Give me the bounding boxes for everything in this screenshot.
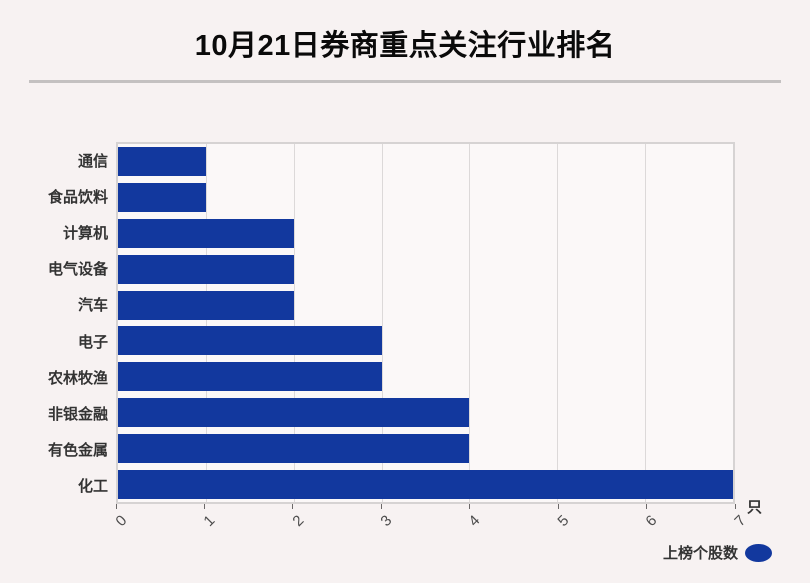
x-tick-mark — [734, 504, 736, 509]
bar-化工 — [118, 469, 733, 499]
y-axis-label-有色金属: 有色金属 — [47, 442, 108, 460]
x-tick-mark — [646, 504, 648, 509]
chart-title: 10月21日券商重点关注行业排名 — [194, 30, 616, 62]
x-tick-mark — [469, 504, 471, 509]
bar-row — [118, 251, 733, 287]
bar-row — [118, 287, 733, 323]
bar-row — [118, 180, 733, 216]
bar-row — [118, 323, 733, 359]
legend: 上榜个股数 — [663, 542, 773, 563]
x-tick-mark — [203, 504, 205, 509]
x-tick-label: 1 — [200, 512, 219, 530]
y-axis-label-通信: 通信 — [77, 152, 108, 170]
bar-row — [118, 430, 733, 466]
bar-通信 — [118, 147, 206, 177]
x-tick-mark — [115, 504, 117, 509]
bar-汽车 — [118, 290, 294, 320]
bar-row — [118, 216, 733, 252]
x-tick-mark — [380, 504, 382, 509]
bar-非银金融 — [118, 397, 470, 427]
x-axis-unit-label: 只 — [747, 499, 763, 516]
legend-label: 上榜个股数 — [663, 545, 739, 562]
y-axis-labels: 通信食品饮料计算机电气设备汽车电子农林牧渔非银金融有色金属化工 — [0, 142, 108, 504]
bar-row — [118, 466, 733, 502]
plot-area — [116, 142, 735, 504]
y-axis-label-非银金融: 非银金融 — [47, 405, 108, 423]
gridline-2 — [293, 144, 295, 502]
bar-row — [118, 395, 733, 431]
title-divider — [29, 80, 781, 83]
bar-电子 — [118, 326, 382, 356]
bar-row — [118, 144, 733, 180]
gridline-3 — [381, 144, 383, 502]
x-tick-label: 2 — [288, 512, 307, 530]
bar-电气设备 — [118, 254, 294, 284]
y-axis-label-汽车: 汽车 — [77, 297, 108, 315]
y-axis-label-计算机: 计算机 — [62, 224, 108, 242]
x-tick-mark — [557, 504, 559, 509]
bar-row — [118, 359, 733, 395]
x-tick-label: 6 — [642, 512, 661, 530]
gridline-5 — [557, 144, 559, 502]
bar-计算机 — [118, 218, 294, 248]
bar-有色金属 — [118, 433, 470, 463]
bar-食品饮料 — [118, 183, 206, 213]
gridline-1 — [205, 144, 207, 502]
y-axis-label-电子: 电子 — [77, 333, 108, 351]
x-tick-label: 0 — [112, 512, 131, 530]
x-tick-label: 4 — [465, 512, 484, 530]
y-axis-label-电气设备: 电气设备 — [47, 261, 108, 279]
gridline-6 — [645, 144, 647, 502]
x-tick-label: 3 — [377, 512, 396, 530]
gridline-4 — [469, 144, 471, 502]
y-axis-label-化工: 化工 — [77, 478, 108, 496]
y-axis-label-农林牧渔: 农林牧渔 — [47, 369, 108, 387]
bar-农林牧渔 — [118, 362, 382, 392]
y-axis-label-食品饮料: 食品饮料 — [47, 188, 108, 206]
x-tick-label: 5 — [554, 512, 573, 530]
x-tick-mark — [292, 504, 294, 509]
legend-marker-ellipse — [745, 543, 773, 562]
